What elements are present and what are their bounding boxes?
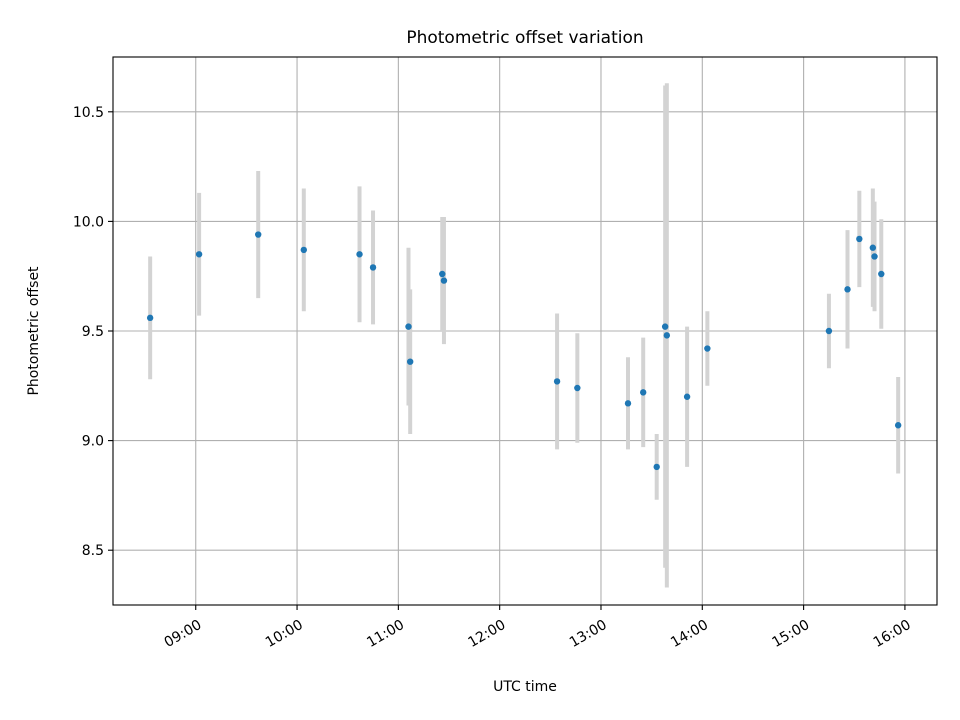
y-axis-label: Photometric offset: [26, 266, 42, 396]
data-point: [624, 400, 632, 407]
y-tick-label: 10.0: [73, 214, 104, 230]
data-point: [195, 251, 203, 258]
chart-title: Photometric offset variation: [406, 28, 643, 48]
data-point: [844, 286, 851, 293]
data-point: [439, 270, 446, 278]
data-point: [356, 251, 363, 258]
data-point: [255, 231, 262, 238]
grid-lines: [113, 57, 937, 605]
y-tick-label: 9.0: [82, 434, 104, 450]
data-point: [639, 389, 647, 396]
data-point: [405, 323, 412, 330]
data-point: [406, 358, 414, 365]
data-point: [878, 270, 885, 278]
data-point: [663, 332, 671, 339]
data-point: [574, 384, 581, 392]
data-point: [653, 463, 660, 471]
data-point: [825, 327, 833, 335]
data-point: [856, 235, 863, 243]
x-axis-label: UTC time: [493, 679, 557, 695]
data-point: [661, 323, 669, 330]
data-point: [369, 264, 377, 271]
data-point: [683, 393, 691, 400]
data-point: [871, 253, 878, 260]
y-tick-label: 9.5: [82, 324, 104, 340]
data-point: [300, 246, 308, 254]
data-point: [869, 244, 877, 251]
data-point: [146, 314, 154, 322]
data-point: [894, 422, 902, 429]
data-point: [440, 277, 448, 284]
y-tick-label: 10.5: [73, 105, 104, 121]
data-point: [704, 345, 711, 352]
y-tick-label: 8.5: [82, 543, 104, 559]
data-points: [146, 231, 902, 471]
plot-frame: [112, 56, 938, 606]
data-point: [553, 378, 561, 385]
